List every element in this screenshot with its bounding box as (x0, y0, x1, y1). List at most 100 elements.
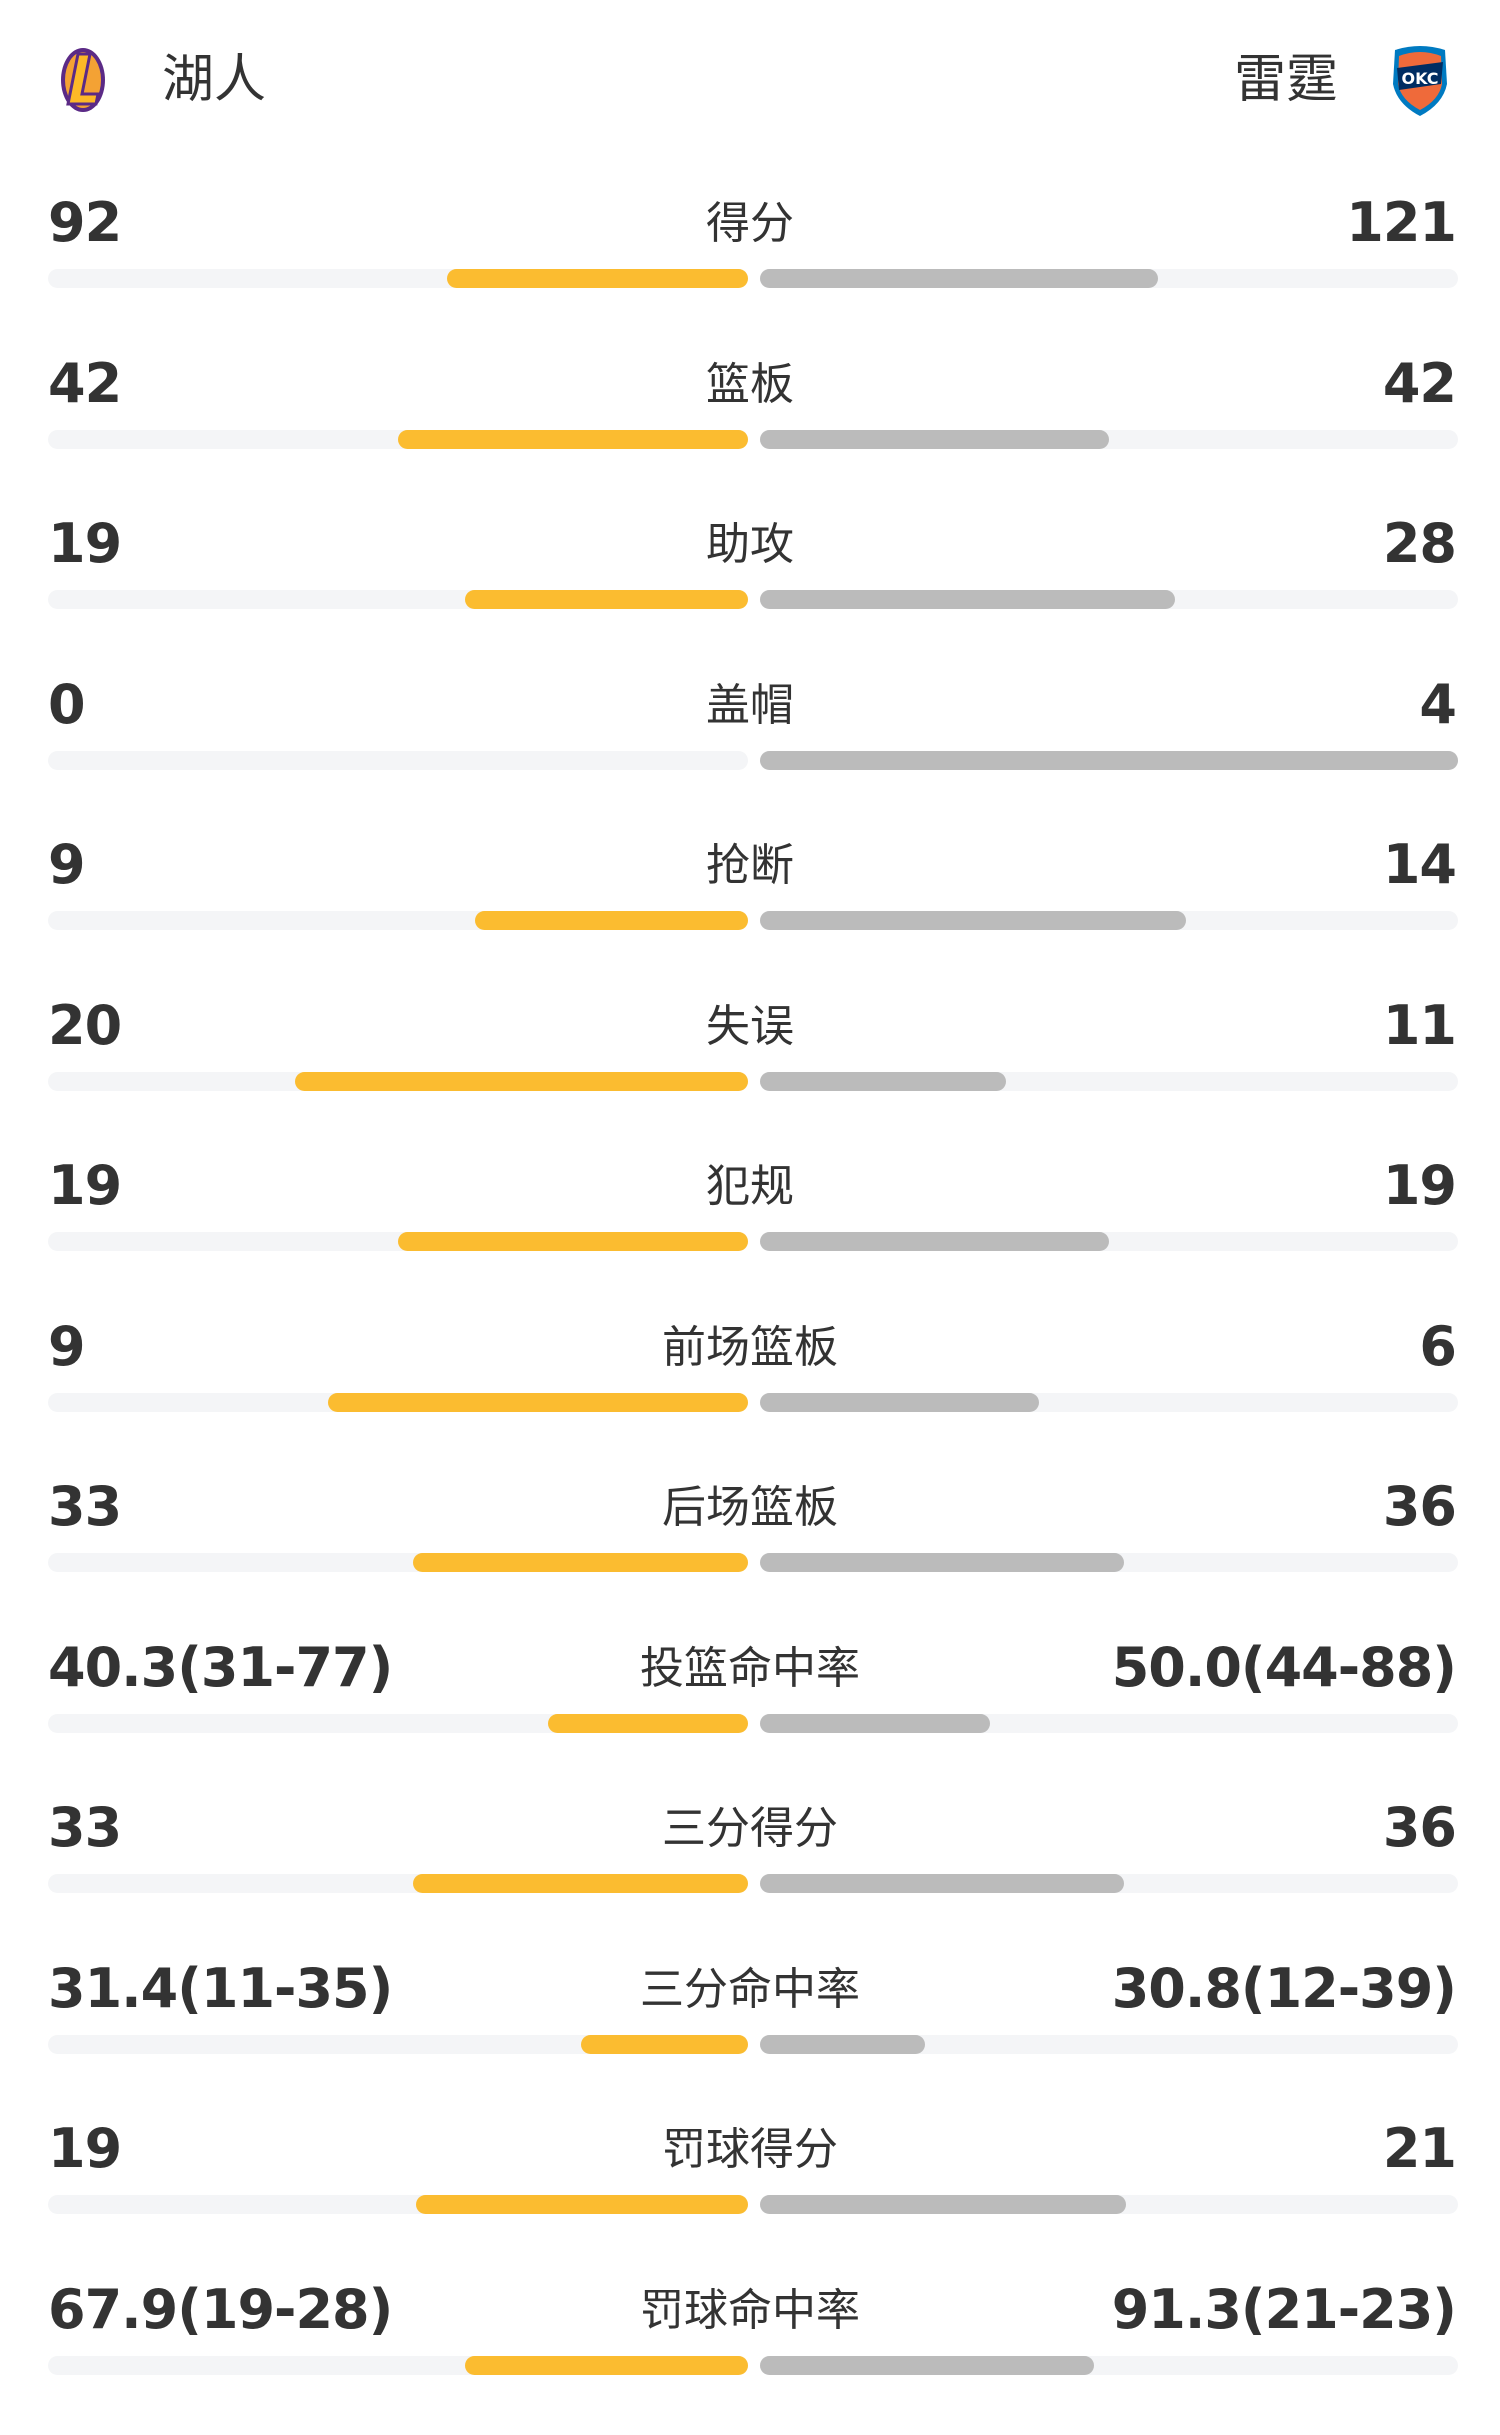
stat-label: 前场篮板 (662, 1321, 838, 1373)
home-bar-fill (464, 590, 748, 609)
home-stat-value: 0 (48, 672, 86, 736)
away-bar-track (760, 2195, 1458, 2214)
away-bar-track (760, 1392, 1458, 1412)
away-stat-value: 19 (1382, 1154, 1457, 1217)
away-bar-fill (760, 1071, 1007, 1091)
stat-row: 92 得分 121 (0, 188, 1500, 348)
home-bar-track (48, 590, 748, 609)
away-stat-value: 14 (1382, 833, 1457, 896)
home-bar-track (48, 911, 748, 930)
svg-text:OKC: OKC (1401, 69, 1438, 88)
stat-label: 篮板 (706, 358, 794, 410)
home-stat-value: 19 (48, 1154, 122, 1217)
away-bar-fill (760, 2195, 1127, 2214)
stat-label: 投篮命中率 (640, 1642, 860, 1694)
away-team-name: 雷霆 (1233, 50, 1338, 110)
home-stat-value: 9 (48, 833, 86, 896)
stat-row: 40.3(31-77) 投篮命中率 50.0(44-88) (0, 1633, 1500, 1793)
away-bar-fill (760, 2355, 1094, 2375)
away-bar-fill (760, 590, 1176, 609)
home-stat-value: 92 (48, 191, 122, 254)
home-bar-track (48, 2034, 748, 2054)
home-bar-fill (447, 269, 748, 288)
home-bar-fill (398, 1232, 748, 1251)
away-bar-track (760, 1553, 1458, 1572)
home-stat-value: 40.3(31-77) (48, 1635, 393, 1699)
team-header: 湖人 雷霆 OKC (0, 0, 1500, 160)
home-bar-fill (398, 429, 748, 449)
home-bar-fill (464, 2355, 748, 2375)
home-stat-value: 19 (48, 512, 122, 575)
stat-row: 42 篮板 42 (0, 349, 1500, 509)
away-bar-fill (760, 1553, 1125, 1572)
home-bar-track (48, 1553, 748, 1572)
home-bar-fill (295, 1071, 748, 1091)
home-bar-track (48, 269, 748, 288)
stat-row: 9 抢断 14 (0, 830, 1500, 990)
home-bar-fill (581, 2034, 748, 2054)
stat-label: 罚球得分 (662, 2124, 838, 2175)
away-bar-track (760, 429, 1458, 449)
home-stat-value: 31.4(11-35) (48, 1956, 393, 2020)
away-bar-fill (760, 2034, 925, 2054)
home-stat-value: 19 (48, 2117, 122, 2180)
stat-label: 得分 (706, 198, 794, 249)
home-bar-fill (415, 2195, 748, 2214)
stat-row: 20 失误 11 (0, 991, 1500, 1151)
away-stat-value: 28 (1382, 512, 1457, 575)
okc-thunder-logo-icon: OKC (1393, 46, 1447, 116)
away-stat-value: 21 (1382, 2117, 1457, 2180)
away-bar-track (760, 911, 1458, 930)
lakers-logo-icon (61, 48, 105, 112)
stat-row: 33 三分得分 36 (0, 1793, 1500, 1953)
away-bar-fill (760, 1232, 1109, 1251)
home-bar-track (48, 1874, 748, 1893)
away-stat-value: 4 (1419, 672, 1457, 736)
stat-label: 犯规 (706, 1161, 794, 1212)
away-stat-value: 11 (1382, 993, 1457, 1057)
away-bar-track (760, 269, 1458, 288)
home-bar-track (48, 1071, 748, 1091)
stat-label: 抢断 (706, 840, 794, 891)
home-bar-fill (328, 1392, 748, 1412)
away-stat-value: 6 (1419, 1314, 1457, 1378)
stat-label: 盖帽 (706, 679, 794, 731)
home-stat-value: 67.9(19-28) (48, 2277, 393, 2341)
home-bar-track (48, 1713, 748, 1733)
home-bar-fill (413, 1553, 748, 1572)
away-stat-value: 42 (1382, 351, 1457, 415)
away-bar-fill (760, 269, 1158, 288)
home-stat-value: 20 (48, 993, 122, 1057)
home-team-name: 湖人 (162, 50, 267, 110)
away-stat-value: 50.0(44-88) (1111, 1635, 1457, 1699)
home-bar-fill (475, 911, 748, 930)
stat-row: 19 罚球得分 21 (0, 2114, 1500, 2274)
home-bar-track (48, 2355, 748, 2375)
home-stat-value: 33 (48, 1796, 122, 1859)
away-bar-track (760, 1713, 1458, 1733)
away-bar-track (760, 1071, 1458, 1091)
stat-label: 失误 (706, 1000, 794, 1052)
away-bar-fill (760, 911, 1186, 930)
away-stat-value: 121 (1346, 191, 1457, 254)
stat-row: 19 犯规 19 (0, 1151, 1500, 1311)
home-bar-track (48, 2195, 748, 2214)
stat-row: 31.4(11-35) 三分命中率 30.8(12-39) (0, 1954, 1500, 2114)
home-bar-track (48, 429, 748, 449)
stat-row: 9 前场篮板 6 (0, 1312, 1500, 1472)
away-bar-fill (760, 1713, 991, 1733)
away-bar-track (760, 2355, 1458, 2375)
stat-label: 后场篮板 (662, 1482, 838, 1533)
away-bar-fill (760, 750, 1458, 770)
home-bar-fill (547, 1713, 748, 1733)
away-bar-track (760, 590, 1458, 609)
away-bar-track (760, 1232, 1458, 1251)
home-bar-track (48, 750, 748, 770)
away-bar-track (760, 750, 1458, 770)
away-stat-value: 91.3(21-23) (1111, 2277, 1457, 2341)
away-bar-track (760, 1874, 1458, 1893)
home-bar-fill (413, 1874, 748, 1893)
home-stat-value: 9 (48, 1314, 86, 1378)
away-stat-value: 30.8(12-39) (1111, 1956, 1457, 2020)
away-stat-value: 36 (1382, 1475, 1457, 1538)
